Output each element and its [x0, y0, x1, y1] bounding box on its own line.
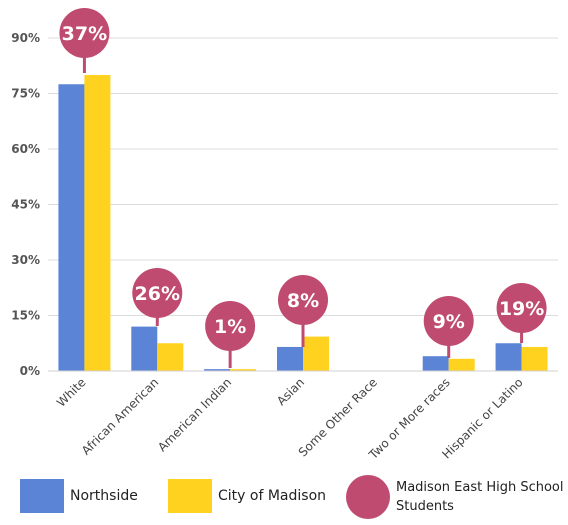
x-tick-label: White: [54, 375, 89, 410]
bar-city-two-or-more-races: [448, 358, 475, 371]
legend-item-east-high: Madison East High School Students: [346, 475, 568, 519]
legend-label-east-high: Madison East High School Students: [396, 480, 564, 514]
legend-circle-east-high: [346, 475, 390, 519]
bar-city-asian: [303, 336, 329, 371]
bar-city-american-indian: [230, 369, 257, 371]
bubble-label: 19%: [499, 298, 544, 320]
y-tick-label: 75%: [11, 87, 40, 101]
bubble-marker: [496, 283, 547, 333]
bubble-label: 1%: [214, 316, 246, 338]
bubble-marker: [205, 301, 256, 351]
legend-item-northside: Northside: [20, 479, 138, 513]
grid: [48, 37, 558, 316]
bubble-marker: [278, 275, 328, 325]
bubble-label: 8%: [287, 290, 319, 312]
x-tick-label: Two or More races: [366, 375, 453, 462]
y-tick-label: 45%: [11, 198, 40, 212]
bar-northside-white: [58, 84, 85, 371]
x-tick-label: Hispanic or Latino: [439, 375, 525, 461]
bars: [58, 75, 548, 371]
bubble-marker: [59, 8, 110, 58]
bubble-label: 26%: [135, 283, 180, 305]
bubble-marker: [423, 296, 474, 346]
bubbles: 37% 26% 1% 8% 9% 19%: [59, 8, 547, 368]
y-tick-label: 15%: [11, 309, 40, 323]
bar-northside-american-indian: [204, 369, 231, 371]
bar-northside-asian: [277, 346, 303, 371]
bar-city-hispanic-or-latino: [521, 346, 548, 371]
x-tick-label: Some Other Race: [296, 375, 380, 459]
x-tick-label: African American: [79, 375, 162, 458]
y-axis-ticks: 0% 15% 30% 45% 60% 75% 90%: [11, 31, 40, 378]
legend-swatch-city-of-madison: [168, 479, 212, 513]
x-tick-label: Asian: [274, 375, 307, 408]
y-tick-label: 30%: [11, 253, 40, 267]
y-tick-label: 60%: [11, 142, 40, 156]
legend-item-city-of-madison: City of Madison: [168, 479, 326, 513]
bar-city-african-american: [157, 343, 184, 371]
bar-northside-african-american: [131, 326, 158, 371]
legend: Northside City of Madison Madison East H…: [0, 475, 568, 525]
bubble-label: 37%: [62, 23, 107, 45]
x-tick-label: American Indian: [155, 375, 234, 454]
bar-northside-hispanic-or-latino: [495, 343, 522, 371]
legend-label-northside: Northside: [70, 488, 138, 504]
bubble-marker: [132, 268, 183, 318]
bubble-label: 9%: [433, 311, 465, 333]
y-tick-label: 0%: [20, 364, 40, 378]
bar-northside-two-or-more-races: [422, 356, 449, 371]
bar-city-white: [84, 75, 111, 371]
legend-label-city-of-madison: City of Madison: [218, 488, 327, 504]
legend-swatch-northside: [20, 479, 64, 513]
y-tick-label: 90%: [11, 31, 40, 45]
